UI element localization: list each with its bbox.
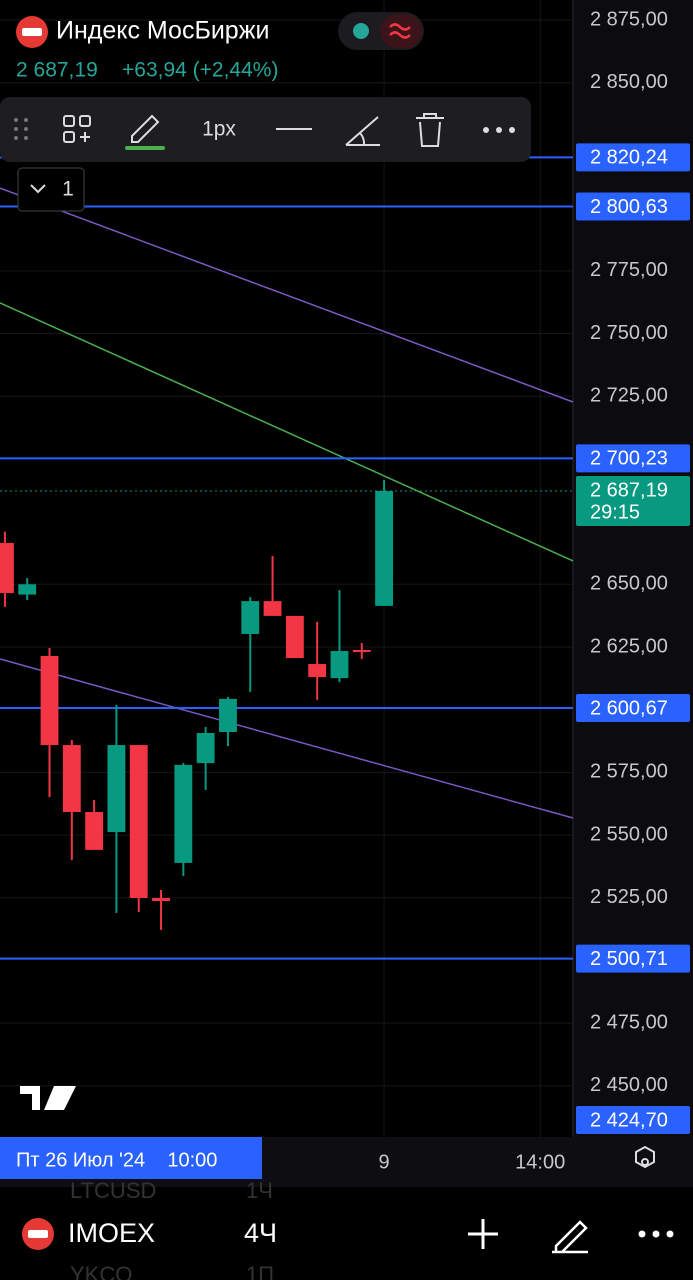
y-tick-label: 2 850,00 — [590, 71, 668, 93]
ghost-interval: 1П — [246, 1262, 274, 1280]
level-label: 2 500,71 — [590, 948, 668, 970]
y-tick-label: 2 475,00 — [590, 1011, 668, 1033]
drawing-toolbar — [0, 97, 531, 162]
y-tick-label: 2 550,00 — [590, 823, 668, 845]
stream-icon — [389, 23, 411, 39]
candle-body — [0, 542, 14, 594]
level-label: 2 800,63 — [590, 196, 668, 218]
x-tick-label: 9 — [379, 1151, 390, 1173]
y-tick-label: 2 575,00 — [590, 761, 668, 783]
chevron — [30, 184, 46, 194]
y-tick-label: 2 875,00 — [590, 8, 668, 30]
y-tick-label: 2 625,00 — [590, 635, 668, 657]
level-label: 2 820,24 — [590, 147, 668, 169]
interval[interactable]: 4Ч — [244, 1218, 277, 1248]
drag-handle — [14, 118, 28, 140]
more-icon[interactable] — [483, 127, 515, 133]
candle-body — [129, 745, 148, 899]
y-tick-label: 2 725,00 — [590, 385, 668, 407]
candle-body — [107, 745, 126, 833]
level-label-box — [576, 944, 690, 973]
candle-body — [196, 733, 215, 764]
candle-body — [330, 651, 349, 679]
last-price: 2 687,19 — [16, 59, 98, 82]
objects-count: 1 — [62, 178, 74, 201]
layout-icon[interactable] — [63, 115, 91, 143]
candle-body — [152, 898, 170, 902]
candle-body — [174, 764, 193, 863]
level-label-box — [576, 1106, 690, 1134]
status-dot — [353, 23, 369, 39]
ticker-icon-mark — [22, 28, 42, 36]
pen-icon[interactable] — [131, 114, 160, 143]
ticker-title: Индекс МосБиржи — [56, 17, 269, 45]
trend-line — [0, 187, 574, 403]
y-tick-label: 2 525,00 — [590, 886, 668, 908]
last-price-box — [576, 476, 690, 527]
candle-body — [308, 664, 327, 678]
candle-body — [241, 601, 260, 634]
trend-line — [0, 302, 574, 562]
settings-icon-dot — [641, 1158, 649, 1166]
level-label: 2 424,70 — [590, 1109, 668, 1131]
crosshair-time-box — [0, 1137, 262, 1179]
symbol-icon-mark — [28, 1230, 48, 1238]
level-label: 2 600,67 — [590, 697, 668, 719]
settings-icon[interactable] — [635, 1145, 655, 1169]
price-change: +63,94 (+2,44%) — [122, 59, 278, 82]
add-button[interactable] — [468, 1219, 498, 1249]
y-tick-label: 2 750,00 — [590, 322, 668, 344]
ghost-symbol: YKCO — [70, 1262, 132, 1280]
y-tick-label: 2 450,00 — [590, 1074, 668, 1096]
candle-body — [285, 615, 304, 659]
candle-body — [263, 601, 282, 616]
line-width[interactable]: 1px — [202, 118, 236, 141]
candle-body — [352, 650, 371, 653]
candle-body — [62, 745, 81, 812]
level-label-box — [576, 192, 690, 221]
level-label-box — [576, 694, 690, 723]
menu-button[interactable] — [638, 1230, 674, 1238]
draw-button[interactable] — [552, 1220, 588, 1254]
candle-body — [219, 698, 237, 733]
logo — [20, 1086, 76, 1110]
candle-body — [85, 811, 104, 850]
stream-badge — [380, 14, 422, 48]
ghost-interval: 1Ч — [246, 1178, 273, 1203]
bar-timer: 29:15 — [590, 501, 640, 523]
candle-body — [18, 584, 37, 595]
angle-icon[interactable] — [345, 116, 380, 146]
candle-body — [375, 491, 394, 606]
last-price-label: 2 687,19 — [590, 479, 668, 501]
level-label-box — [576, 444, 690, 473]
bottom-bar — [0, 1187, 693, 1280]
delete-icon[interactable] — [416, 113, 444, 147]
y-tick-label: 2 775,00 — [590, 259, 668, 281]
trend-line — [0, 658, 574, 819]
crosshair-time: Пт 26 Июл '24 10:00 — [16, 1149, 217, 1171]
y-tick-label: 2 650,00 — [590, 573, 668, 595]
candle-body — [40, 656, 59, 746]
level-label: 2 700,23 — [590, 448, 668, 470]
symbol[interactable]: IMOEX — [68, 1218, 155, 1248]
pen-color — [125, 146, 165, 150]
x-tick-label: 14:00 — [515, 1151, 565, 1173]
objects-toggle[interactable] — [17, 167, 85, 212]
ghost-symbol: LTCUSD — [70, 1178, 156, 1203]
level-label-box — [576, 143, 690, 172]
